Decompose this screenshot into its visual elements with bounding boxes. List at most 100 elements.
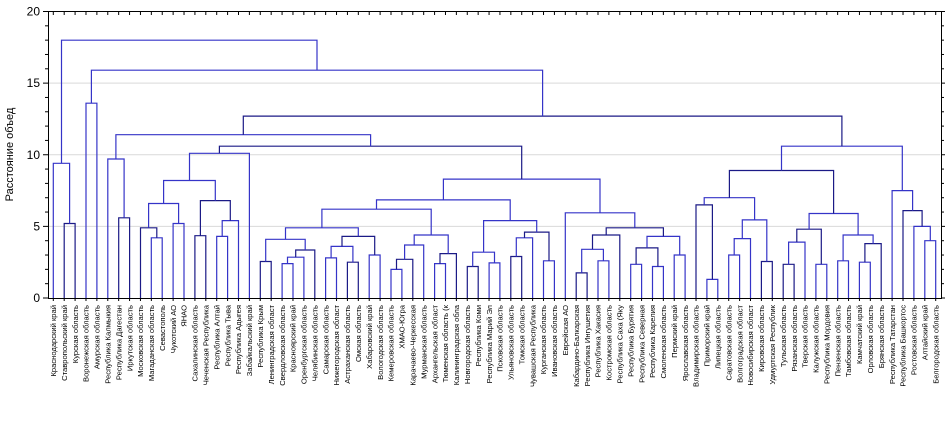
x-axis-leaf-label: Республика Карелия bbox=[648, 305, 657, 378]
dendrogram-link bbox=[466, 265, 479, 298]
dendrogram-link bbox=[118, 217, 131, 298]
x-axis-leaf-label: Кировская область bbox=[757, 305, 766, 372]
x-axis-leaf-label: ХМАО-Югра bbox=[398, 304, 407, 348]
dendrogram-link bbox=[115, 134, 372, 159]
x-axis-leaf-label: Красноярский край bbox=[289, 305, 298, 372]
x-axis-leaf-label: Республика Хакасия bbox=[594, 305, 603, 377]
dendrogram-link bbox=[330, 245, 354, 263]
dendrogram-link bbox=[346, 261, 359, 298]
dendrogram-link bbox=[510, 255, 523, 298]
dendrogram-link bbox=[375, 199, 511, 221]
dendrogram-link bbox=[630, 263, 643, 298]
x-axis-leaf-label: Тамбовская область bbox=[844, 305, 853, 377]
dendrogram-link bbox=[695, 204, 713, 298]
x-axis-leaf-label: Оренбургская область bbox=[300, 305, 309, 384]
dendrogram-link bbox=[194, 235, 207, 298]
x-axis-leaf-label: Вологодская область bbox=[376, 305, 385, 380]
x-axis-leaf-label: Еврейская АО bbox=[561, 305, 570, 355]
dendrogram-link bbox=[646, 235, 681, 255]
dendrogram-link bbox=[442, 178, 601, 213]
x-axis-leaf-label: ЯНАО bbox=[180, 305, 189, 327]
dendrogram-link bbox=[597, 260, 610, 298]
x-axis-leaf-label: Ивановская область bbox=[550, 305, 559, 377]
dendrogram-link bbox=[651, 265, 664, 298]
x-axis-leaf-label: Забайкальский край bbox=[245, 305, 254, 376]
x-axis-leaf-label: Курская область bbox=[71, 305, 80, 363]
x-axis-leaf-label: Волгоградская област bbox=[735, 304, 744, 382]
x-axis-leaf-label: Ростовская область bbox=[910, 305, 919, 375]
dendrogram-link bbox=[413, 234, 449, 254]
dendrogram-link bbox=[796, 228, 822, 265]
x-axis-leaf-label: Краснодарский край bbox=[49, 305, 58, 377]
dendrogram-link bbox=[321, 208, 432, 235]
x-axis-leaf-label: Пермский край bbox=[670, 305, 679, 358]
dendrogram-link bbox=[575, 272, 588, 298]
x-axis-leaf-label: Орловская область bbox=[866, 305, 875, 373]
x-axis-leaf-label: Чувашская Республика bbox=[528, 304, 537, 387]
x-axis-leaf-label: Кемеровская область bbox=[387, 305, 396, 381]
x-axis-leaf-label: Калининградская обла bbox=[452, 304, 461, 385]
x-axis-leaf-label: Камчатский край bbox=[855, 305, 864, 364]
dendrogram-link bbox=[515, 237, 534, 298]
x-axis-leaf-label: Свердловская область bbox=[278, 305, 287, 386]
dendrogram-link bbox=[434, 263, 447, 298]
dendrogram-link bbox=[472, 251, 496, 267]
x-axis-leaf-label: Карачаево-Черкесская bbox=[409, 305, 418, 386]
x-axis-leaf-label: Республика Коми bbox=[474, 305, 483, 366]
x-axis-leaf-label: Кабардино-Балкарская bbox=[572, 305, 581, 387]
dendrogram-link bbox=[591, 234, 621, 298]
x-axis-leaf-label: Удмуртская Республик bbox=[768, 304, 777, 384]
dendrogram-link bbox=[815, 263, 828, 298]
dendrogram-link bbox=[728, 169, 835, 214]
dendrogram-link bbox=[913, 225, 931, 298]
x-axis-leaf-label: Республика Северная bbox=[637, 305, 646, 383]
x-axis-leaf-label: Тверская область bbox=[801, 305, 810, 368]
dendrogram-link bbox=[284, 227, 359, 240]
dendrogram-link bbox=[523, 231, 550, 261]
dendrogram-link bbox=[63, 222, 76, 298]
dendrogram-link bbox=[216, 235, 229, 298]
x-axis-leaf-label: Республика Тыва bbox=[223, 304, 232, 366]
x-axis-leaf-label: Республика Марий Эл bbox=[485, 305, 494, 383]
dendrogram-link bbox=[780, 145, 903, 191]
dendrogram-link bbox=[858, 261, 871, 298]
x-axis-leaf-label: Республика Крым bbox=[256, 305, 265, 368]
x-axis-leaf-label: Воронежская область bbox=[82, 305, 91, 382]
x-axis-leaf-label: Московская область bbox=[136, 305, 145, 377]
x-axis-leaf-label: Псковская область bbox=[496, 305, 505, 372]
x-axis-leaf-label: Ульяновская область bbox=[507, 305, 516, 380]
x-axis-leaf-label: Омская область bbox=[354, 305, 363, 362]
dendrogram-link bbox=[368, 254, 381, 298]
x-axis-leaf-label: Саратовская область bbox=[724, 305, 733, 381]
x-axis-leaf-label: Ставропольский край bbox=[60, 305, 69, 381]
x-axis-leaf-label: Алтайский край bbox=[921, 305, 930, 360]
x-axis-leaf-label: Белгородская область bbox=[931, 305, 940, 384]
x-axis-leaf-label: Республика Мордовия bbox=[823, 305, 832, 384]
dendrogram-link bbox=[90, 69, 544, 117]
x-axis-leaf-label: Курганская область bbox=[539, 305, 548, 374]
dendrogram-link bbox=[199, 200, 231, 236]
y-tick-label: 10 bbox=[27, 148, 41, 162]
x-axis-leaf-label: Рязанская область bbox=[790, 305, 799, 372]
dendrogram-link bbox=[673, 254, 686, 298]
dendrogram-link bbox=[733, 238, 752, 298]
x-axis-leaf-label: Республика Калмыкия bbox=[104, 305, 113, 384]
x-axis-leaf-label: Республика Дагестан bbox=[114, 305, 123, 380]
x-axis-leaf-label: Калужская область bbox=[812, 305, 821, 373]
dendrogram-link bbox=[542, 260, 555, 298]
dendrogram-link bbox=[85, 102, 98, 298]
x-axis-leaf-label: Хабаровский край bbox=[365, 305, 374, 369]
y-tick-label: 20 bbox=[27, 5, 41, 19]
dendrogram-link bbox=[148, 202, 180, 228]
dendrogram-link bbox=[483, 220, 538, 253]
dendrogram-link bbox=[488, 262, 501, 298]
x-axis-leaf-label: Нижегородская област bbox=[332, 304, 341, 385]
dendrogram-link bbox=[341, 235, 376, 255]
y-tick-label: 5 bbox=[33, 219, 40, 233]
x-axis-leaf-label: Смоленская область bbox=[659, 305, 668, 379]
x-axis-leaf-label: Челябинская область bbox=[311, 305, 320, 381]
x-axis-leaf-label: Брянская область bbox=[877, 305, 886, 368]
x-axis-leaf-label: Новосибирская област bbox=[746, 304, 755, 385]
dendrogram-link bbox=[242, 115, 843, 147]
